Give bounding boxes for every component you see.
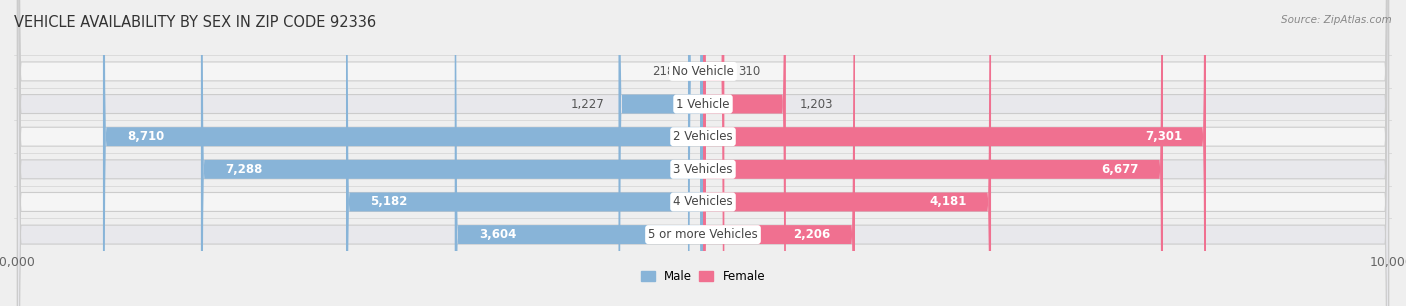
FancyBboxPatch shape <box>103 0 703 306</box>
FancyBboxPatch shape <box>17 0 1389 306</box>
Text: 3 Vehicles: 3 Vehicles <box>673 163 733 176</box>
Legend: Male, Female: Male, Female <box>636 266 770 288</box>
FancyBboxPatch shape <box>201 0 703 306</box>
FancyBboxPatch shape <box>703 0 724 306</box>
Text: 8,710: 8,710 <box>127 130 165 143</box>
FancyBboxPatch shape <box>703 0 855 306</box>
FancyBboxPatch shape <box>703 0 991 306</box>
Text: 1,227: 1,227 <box>571 98 605 110</box>
Text: VEHICLE AVAILABILITY BY SEX IN ZIP CODE 92336: VEHICLE AVAILABILITY BY SEX IN ZIP CODE … <box>14 15 377 30</box>
Text: No Vehicle: No Vehicle <box>672 65 734 78</box>
Text: 4 Vehicles: 4 Vehicles <box>673 196 733 208</box>
FancyBboxPatch shape <box>17 0 1389 306</box>
FancyBboxPatch shape <box>17 0 1389 306</box>
FancyBboxPatch shape <box>703 0 786 306</box>
Text: 4,181: 4,181 <box>929 196 967 208</box>
Text: 1 Vehicle: 1 Vehicle <box>676 98 730 110</box>
Text: 310: 310 <box>738 65 761 78</box>
Text: 218: 218 <box>652 65 675 78</box>
FancyBboxPatch shape <box>454 0 703 306</box>
FancyBboxPatch shape <box>346 0 703 306</box>
FancyBboxPatch shape <box>17 0 1389 306</box>
Text: Source: ZipAtlas.com: Source: ZipAtlas.com <box>1281 15 1392 25</box>
Text: 7,288: 7,288 <box>225 163 263 176</box>
Text: 5 or more Vehicles: 5 or more Vehicles <box>648 228 758 241</box>
FancyBboxPatch shape <box>17 0 1389 306</box>
Text: 2 Vehicles: 2 Vehicles <box>673 130 733 143</box>
Text: 2,206: 2,206 <box>793 228 831 241</box>
FancyBboxPatch shape <box>17 0 1389 306</box>
Text: 6,677: 6,677 <box>1101 163 1139 176</box>
Text: 1,203: 1,203 <box>800 98 834 110</box>
FancyBboxPatch shape <box>688 0 703 306</box>
FancyBboxPatch shape <box>619 0 703 306</box>
Text: 3,604: 3,604 <box>479 228 516 241</box>
Text: 7,301: 7,301 <box>1144 130 1182 143</box>
FancyBboxPatch shape <box>703 0 1206 306</box>
FancyBboxPatch shape <box>703 0 1163 306</box>
Text: 5,182: 5,182 <box>370 196 408 208</box>
